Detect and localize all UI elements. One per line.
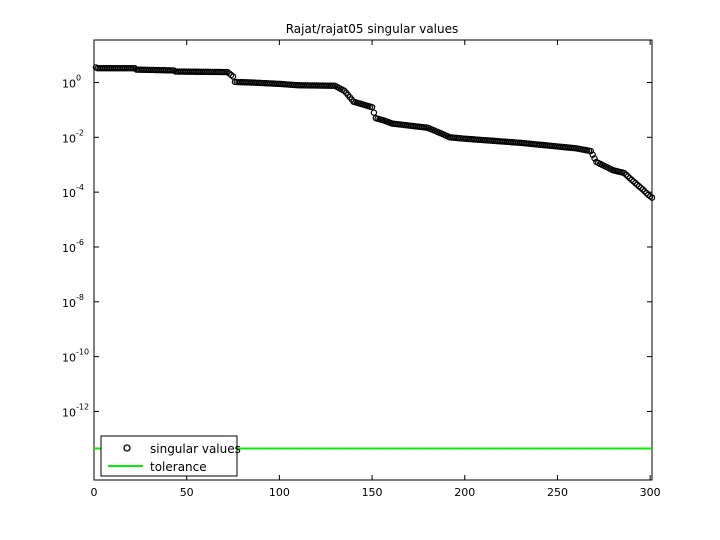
y-tick-label: 10-10 (62, 348, 89, 365)
singular-value-point (370, 109, 378, 116)
y-tick-label: 10-12 (62, 402, 89, 419)
singular-value-point (641, 188, 648, 195)
x-tick-label: 50 (180, 486, 194, 499)
singular-values-points (92, 64, 656, 201)
y-tick-label: 10-8 (62, 293, 84, 310)
x-tick-label: 0 (91, 486, 98, 499)
y-tick-label: 10-2 (62, 128, 84, 145)
singular-value-point (622, 171, 630, 178)
y-axis-ticks: 100 10-2 10-4 10-6 10-8 10-10 10-12 (62, 73, 652, 419)
x-axis-ticks: 0 50 100 150 200 250 300 (91, 40, 661, 499)
singular-value-point (639, 186, 646, 193)
singular-value-point (648, 194, 656, 201)
singular-value-point (620, 169, 628, 177)
singular-value-point (624, 173, 632, 180)
y-tick-label: 10-4 (62, 183, 84, 200)
legend: singular values tolerance (100, 435, 241, 477)
legend-label-singular-values: singular values (150, 442, 241, 456)
x-tick-label: 200 (454, 486, 475, 499)
singular-value-point (626, 174, 633, 182)
y-tick-label: 10-6 (62, 238, 84, 255)
legend-box (100, 435, 238, 477)
singular-value-point (368, 103, 376, 111)
chart-title: Rajat/rajat05 singular values (286, 22, 459, 36)
singular-value-point (229, 73, 237, 80)
legend-label-tolerance: tolerance (150, 460, 207, 474)
x-tick-label: 100 (269, 486, 290, 499)
y-tick-label: 100 (62, 73, 81, 90)
x-tick-label: 150 (362, 486, 383, 499)
x-tick-label: 300 (640, 486, 661, 499)
plot-area (93, 39, 653, 481)
legend-marker-singular-values (123, 444, 131, 452)
singular-value-point (643, 189, 650, 197)
x-tick-label: 250 (547, 486, 568, 499)
